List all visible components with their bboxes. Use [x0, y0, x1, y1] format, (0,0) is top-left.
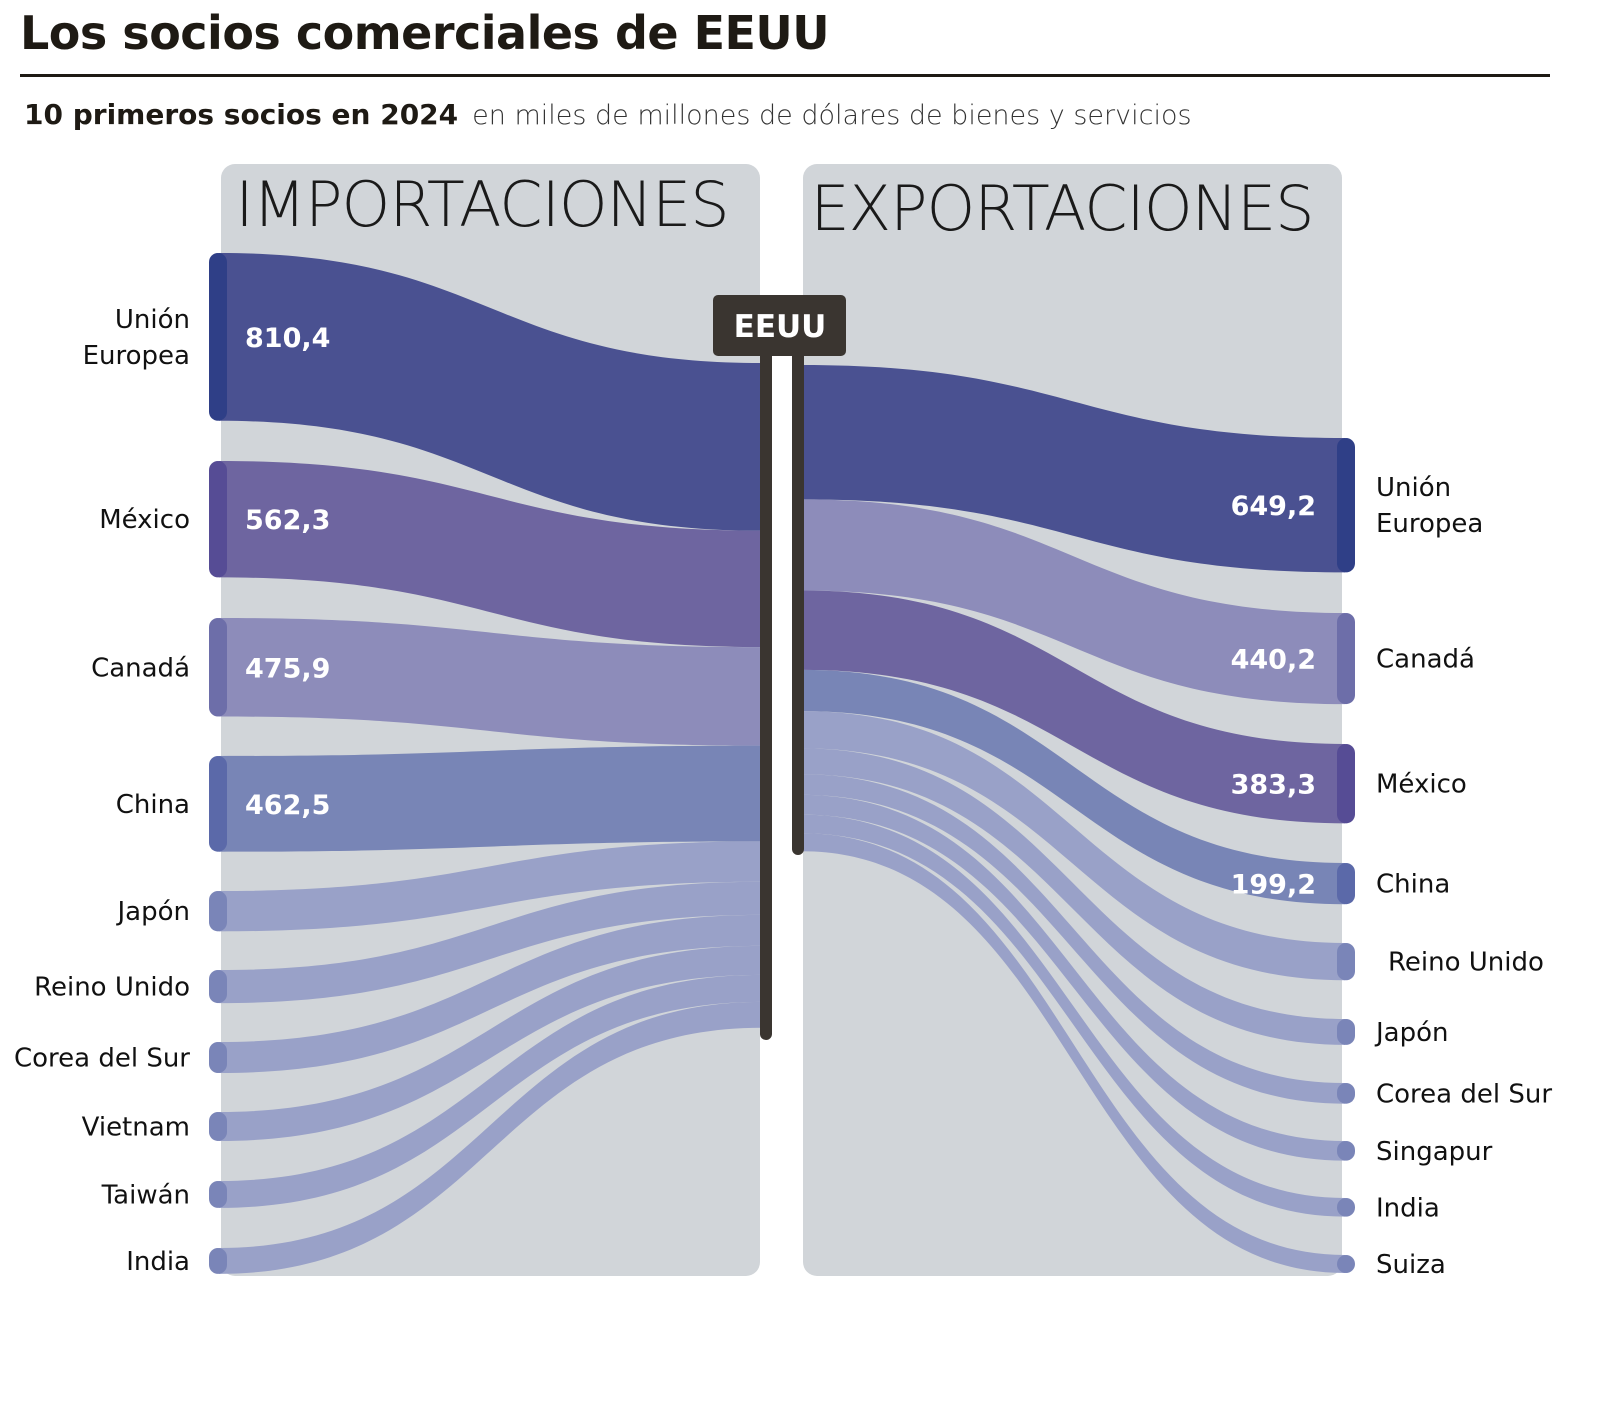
exports-label-union-europea: Unión — [1376, 473, 1451, 503]
exports-label-japon: Japón — [1374, 1018, 1449, 1048]
exports-flow-japon — [802, 748, 1345, 1045]
imports-label-union-europea: Unión — [115, 305, 190, 335]
imports-label-china: China — [116, 790, 190, 820]
imports-node-reino-unido — [209, 970, 227, 1004]
imports-value-mexico: 562,3 — [245, 505, 330, 536]
exports-label-suiza: Suiza — [1376, 1250, 1446, 1280]
exports-node-singapur — [1337, 1141, 1355, 1161]
exports-flow-reino-unido — [802, 711, 1345, 981]
imports-value-union-europea: 810,4 — [245, 323, 330, 354]
exports-hub-bar — [792, 350, 804, 855]
imports-flow-vietnam — [219, 945, 762, 1141]
subtitle: 10 primeros socios en 2024 en miles de mi… — [24, 98, 1192, 131]
imports-flow-mexico — [219, 461, 762, 648]
imports-value-china: 462,5 — [245, 790, 330, 821]
exports-node-canada — [1337, 613, 1355, 705]
imports-label-corea-del-sur: Corea del Sur — [14, 1044, 190, 1074]
imports-node-india — [209, 1248, 227, 1274]
exports-flow-india — [802, 814, 1345, 1217]
imports-flow-canada — [219, 618, 762, 746]
imports-label-canada: Canadá — [91, 653, 190, 683]
exports-node-corea-del-sur — [1337, 1083, 1355, 1104]
exports-label-mexico: México — [1376, 770, 1467, 800]
exports-label-reino-unido: Reino Unido — [1388, 948, 1544, 978]
exports-node-reino-unido — [1337, 943, 1355, 981]
exports-flow-mexico — [802, 590, 1345, 824]
imports-flow-china — [219, 745, 762, 852]
imports-flow-union-europea — [219, 253, 762, 531]
imports-node-corea-del-sur — [209, 1042, 227, 1074]
imports-flow-reino-unido — [219, 881, 762, 1004]
exports-value-union-europea: 649,2 — [1231, 491, 1316, 522]
imports-node-canada — [209, 618, 227, 717]
eeuu-hub-label: EEUU — [734, 309, 827, 345]
exports-header: EXPORTACIONES — [810, 172, 1313, 245]
title-rule — [20, 74, 1550, 77]
exports-label-union-europea: Europea — [1376, 509, 1483, 539]
imports-node-mexico — [209, 461, 227, 578]
imports-node-union-europea — [209, 253, 227, 421]
exports-label-china: China — [1376, 870, 1450, 900]
exports-node-japon — [1337, 1019, 1355, 1045]
imports-header: IMPORTACIONES — [235, 168, 728, 241]
exports-label-india: India — [1376, 1193, 1440, 1223]
subtitle-bold: 10 primeros socios en 2024 — [24, 98, 459, 131]
imports-flow-taiwan — [219, 974, 762, 1208]
imports-value-canada: 475,9 — [245, 653, 330, 684]
exports-node-mexico — [1337, 744, 1355, 824]
exports-value-china: 199,2 — [1231, 870, 1316, 901]
imports-node-china — [209, 756, 227, 852]
exports-node-union-europea — [1337, 438, 1355, 573]
exports-flow-singapur — [802, 794, 1345, 1161]
imports-node-vietnam — [209, 1112, 227, 1141]
imports-flow-india — [219, 1001, 762, 1274]
exports-value-mexico: 383,3 — [1231, 770, 1316, 801]
imports-label-taiwan: Taiwán — [101, 1180, 190, 1210]
exports-flow-china — [802, 669, 1345, 905]
imports-label-india: India — [126, 1247, 190, 1277]
exports-label-corea-del-sur: Corea del Sur — [1376, 1079, 1552, 1109]
chart-title: Los socios comerciales de EEUU — [20, 6, 830, 60]
exports-value-canada: 440,2 — [1231, 645, 1316, 676]
exports-flow-suiza — [802, 833, 1345, 1273]
imports-label-vietnam: Vietnam — [82, 1112, 190, 1142]
imports-label-mexico: México — [99, 505, 190, 535]
exports-node-suiza — [1337, 1255, 1355, 1273]
imports-flow-japon — [219, 841, 762, 932]
subtitle-unit: en miles de millones de dólares de biene… — [472, 100, 1192, 131]
exports-node-china — [1337, 863, 1355, 905]
exports-flow-canada — [802, 499, 1345, 705]
exports-node-india — [1337, 1198, 1355, 1217]
imports-label-reino-unido: Reino Unido — [34, 973, 190, 1003]
imports-flow-corea-del-sur — [219, 914, 762, 1074]
exports-flow-corea-del-sur — [802, 774, 1345, 1104]
eeuu-hub-label-box — [713, 295, 846, 356]
imports-hub-bar — [760, 350, 772, 1040]
exports-label-singapur: Singapur — [1376, 1137, 1493, 1167]
exports-label-canada: Canadá — [1376, 645, 1475, 675]
imports-label-japon: Japón — [116, 897, 191, 927]
imports-node-japon — [209, 891, 227, 932]
exports-flow-union-europea — [802, 365, 1345, 573]
imports-node-taiwan — [209, 1181, 227, 1208]
imports-label-union-europea: Europea — [83, 341, 190, 371]
